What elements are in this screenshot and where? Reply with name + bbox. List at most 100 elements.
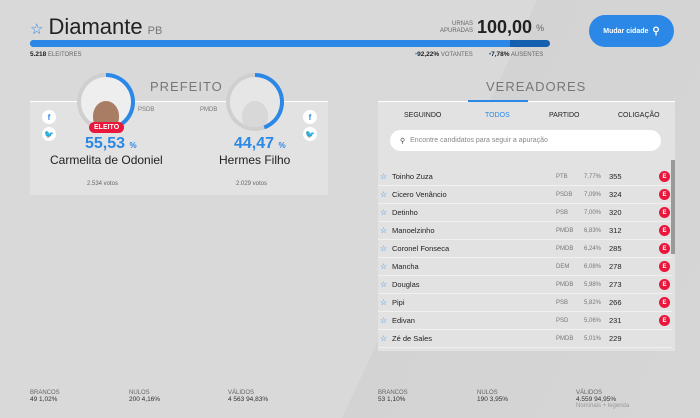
twitter-icon[interactable]: 🐦 — [303, 127, 317, 141]
row-name: Zé de Sales — [392, 334, 433, 343]
footer-stat-brancos: BRANCOS 49 1,02% — [30, 390, 60, 403]
city-title: ☆ Diamante PB — [30, 14, 162, 40]
elected-badge: E — [659, 207, 670, 218]
candidate-row[interactable]: ☆ Detinho PSB 7,00% 320 E — [378, 204, 672, 222]
footer-stat-válidos: VÁLIDOS 4.559 94,95% Nominais + legenda — [576, 390, 629, 409]
votantes-label: VOTANTES — [440, 52, 473, 58]
row-party: PMDB — [556, 335, 574, 342]
row-votes: 285 — [609, 244, 622, 253]
scrollbar[interactable] — [671, 160, 675, 254]
urnas-unit: % — [536, 22, 545, 33]
row-votes: 278 — [609, 262, 622, 271]
stat-value: 4 563 94,83% — [228, 396, 269, 403]
candidate-row[interactable]: ☆ Douglas PMDB 5,98% 273 E — [378, 276, 672, 294]
elected-badge: E — [659, 171, 670, 182]
star-icon[interactable]: ☆ — [380, 208, 388, 217]
stat-value: 4.559 94,95% — [576, 396, 617, 403]
candidate-row[interactable]: ☆ Zé de Sales PMDB 5,01% 229 — [378, 330, 672, 348]
candidate-row[interactable]: ☆ Pipi PSB 5,82% 266 E — [378, 294, 672, 312]
star-icon[interactable]: ☆ — [380, 280, 388, 289]
ausentes-pct: 7,78% — [491, 51, 510, 58]
tab-seguindo[interactable]: SEGUINDO — [404, 112, 442, 119]
row-pct: 5,82% — [584, 299, 602, 306]
row-party: PMDB — [556, 245, 574, 252]
row-party: PMDB — [556, 227, 574, 234]
change-city-label: Mudar cidade — [603, 27, 649, 35]
candidate-party: PSDB — [138, 107, 155, 113]
footer-stat-brancos: BRANCOS 53 1,10% — [378, 390, 408, 403]
candidate-row[interactable]: ☆ Manoelzinho PMDB 6,83% 312 E — [378, 222, 672, 240]
star-icon[interactable]: ☆ — [380, 244, 388, 253]
stat-label: BRANCOS — [30, 390, 60, 396]
row-name: Mancha — [392, 262, 419, 271]
footer-stat-nulos: NULOS 190 3,95% — [477, 390, 508, 403]
row-name: Detinho — [392, 208, 418, 217]
tab-todos[interactable]: TODOS — [485, 112, 510, 119]
candidate-search-input[interactable]: ⚲ Encontre candidatos para seguir a apura… — [390, 130, 661, 151]
tab-coligacao[interactable]: COLIGAÇÃO — [618, 112, 660, 119]
city-name: Diamante — [48, 14, 143, 39]
row-votes: 273 — [609, 280, 622, 289]
candidate-row[interactable]: ☆ Toinho Zuza PTB 7,77% 355 E — [378, 168, 672, 186]
row-name: Pipi — [392, 298, 405, 307]
votantes-pct: 92,22% — [417, 51, 440, 58]
star-icon[interactable]: ☆ — [30, 21, 44, 38]
stat-value: 200 4,16% — [129, 396, 161, 403]
candidate-name[interactable]: Hermes Filho — [219, 153, 291, 167]
candidate-row[interactable]: ☆ Edivan PSD 5,06% 231 E — [378, 312, 672, 330]
prefeito-title: PREFEITO — [150, 79, 223, 94]
row-name: Douglas — [392, 280, 420, 289]
star-icon[interactable]: ☆ — [380, 298, 388, 307]
elected-badge: E — [659, 261, 670, 272]
row-party: PMDB — [556, 281, 574, 288]
star-icon[interactable]: ☆ — [380, 172, 388, 181]
candidate-pct: 55,53 % — [85, 135, 137, 153]
active-tab-indicator — [468, 100, 528, 102]
row-name: Edivan — [392, 316, 415, 325]
row-pct: 6,83% — [584, 227, 602, 234]
stat-note: Nominais + legenda — [576, 403, 630, 409]
votantes: •92,22% VOTANTES — [415, 51, 473, 58]
candidate-row[interactable]: ☆ Cicero Venâncio PSDB 7,09% 324 E — [378, 186, 672, 204]
eleitores: 5.218 ELEITORES — [30, 51, 82, 58]
turnout-bar — [30, 40, 550, 47]
row-pct: 5,98% — [584, 281, 602, 288]
candidate-row[interactable]: ☆ Coronel Fonseca PMDB 6,24% 285 E — [378, 240, 672, 258]
star-icon[interactable]: ☆ — [380, 226, 388, 235]
row-pct: 7,00% — [584, 209, 602, 216]
row-party: PSB — [556, 209, 569, 216]
urnas-apuradas: URNAS APURADAS 100,00% — [440, 17, 544, 38]
row-party: PSDB — [556, 191, 573, 198]
candidate-photo[interactable] — [226, 73, 284, 131]
elected-badge: E — [659, 297, 670, 308]
candidate-name[interactable]: Carmelita de Odoniel — [50, 153, 163, 167]
ausentes-label: AUSENTES — [510, 52, 544, 58]
candidate-votes: 2.534 votos — [87, 181, 119, 187]
pct-value: 55,53 — [85, 135, 126, 152]
eleitores-count: 5.218 — [30, 51, 47, 58]
star-icon[interactable]: ☆ — [380, 262, 388, 271]
search-placeholder: Encontre candidatos para seguir a apuraç… — [410, 137, 548, 144]
vereadores-title: VEREADORES — [486, 79, 587, 94]
row-pct: 7,09% — [584, 191, 602, 198]
candidate-party: PMDB — [200, 107, 218, 113]
row-party: PSD — [556, 317, 569, 324]
twitter-icon[interactable]: 🐦 — [42, 127, 56, 141]
candidate-row[interactable]: ☆ Mancha DEM 6,08% 278 E — [378, 258, 672, 276]
elected-badge: ELEITO — [89, 122, 125, 133]
change-city-button[interactable]: Mudar cidade ⚲ — [589, 15, 674, 47]
candidate-pct: 44,47 % — [234, 135, 286, 153]
pct-unit: % — [129, 141, 137, 150]
footer-stat-válidos: VÁLIDOS 4 563 94,83% — [228, 390, 268, 403]
apuradas-label: APURADAS — [440, 27, 474, 34]
row-votes: 324 — [609, 190, 622, 199]
search-icon: ⚲ — [400, 137, 406, 145]
star-icon[interactable]: ☆ — [380, 316, 388, 325]
facebook-icon[interactable]: f — [42, 110, 56, 124]
tab-partido[interactable]: PARTIDO — [549, 112, 580, 119]
row-name: Cicero Venâncio — [392, 190, 447, 199]
facebook-icon[interactable]: f — [303, 110, 317, 124]
row-votes: 266 — [609, 298, 622, 307]
star-icon[interactable]: ☆ — [380, 334, 388, 343]
star-icon[interactable]: ☆ — [380, 190, 388, 199]
